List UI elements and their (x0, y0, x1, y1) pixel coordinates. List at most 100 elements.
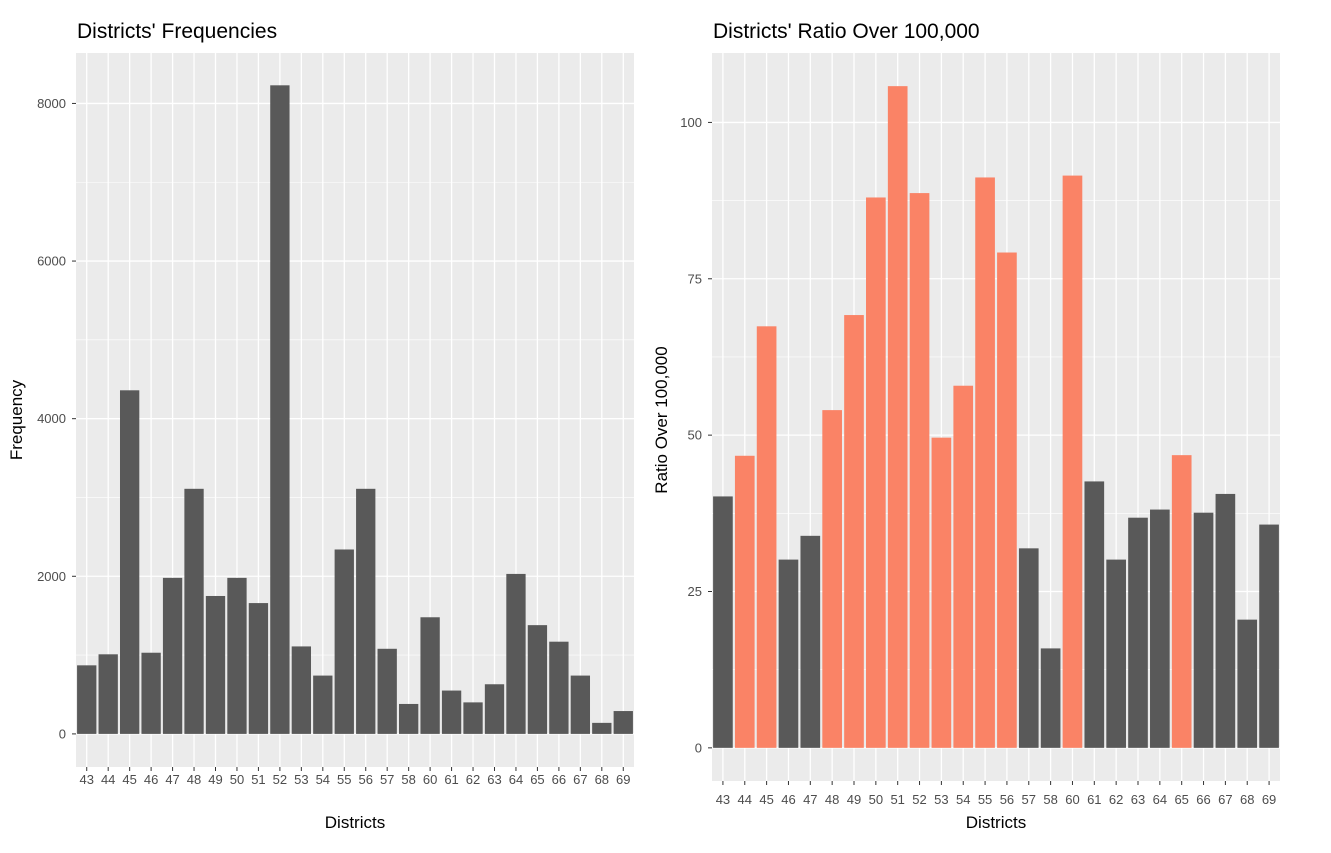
bar-district-64 (1150, 509, 1170, 748)
bar-district-51 (248, 603, 269, 734)
bar-district-64 (506, 573, 526, 734)
x-tick-label: 69 (616, 772, 630, 787)
frequency-x-axis: 43 44 45 46 47 48 49 50 51 52 53 54 55 56 57 58 60 61 62 63… (79, 767, 631, 787)
y-tick-label: 2000 (37, 569, 66, 584)
bar-district-65 (527, 625, 548, 734)
bar-district-44 (734, 455, 755, 748)
x-tick-label: 47 (803, 792, 817, 807)
x-tick-label: 64 (509, 772, 523, 787)
x-tick-label: 66 (1196, 792, 1210, 807)
x-tick-label: 47 (165, 772, 179, 787)
bar-district-58 (398, 703, 419, 734)
bar-district-67 (570, 675, 591, 734)
x-tick-label: 67 (1218, 792, 1232, 807)
bar-district-69 (1259, 524, 1279, 748)
x-tick-label: 56 (358, 772, 372, 787)
bar-district-65 (1171, 455, 1192, 748)
bar-district-62 (463, 702, 483, 734)
bar-district-62 (1106, 559, 1126, 748)
x-tick-label: 44 (738, 792, 752, 807)
bar-district-49 (205, 595, 226, 734)
x-tick-label: 65 (1174, 792, 1188, 807)
bar-district-63 (1128, 517, 1148, 748)
x-tick-label: 52 (912, 792, 926, 807)
x-tick-label: 46 (781, 792, 795, 807)
x-tick-label: 44 (101, 772, 115, 787)
bar-district-57 (1018, 548, 1039, 748)
bar-district-55 (334, 549, 354, 734)
x-tick-label: 60 (423, 772, 437, 787)
bar-district-68 (1237, 619, 1258, 748)
x-tick-label: 52 (273, 772, 287, 787)
x-tick-label: 58 (401, 772, 415, 787)
x-tick-label: 63 (1131, 792, 1145, 807)
bar-district-54 (313, 675, 333, 734)
bar-district-56 (356, 488, 376, 734)
x-tick-label: 65 (530, 772, 544, 787)
y-tick-label: 0 (59, 726, 66, 741)
y-tick-label: 4000 (37, 411, 66, 426)
bar-district-58 (1040, 648, 1061, 748)
x-tick-label: 55 (337, 772, 351, 787)
frequency-y-axis: 0 2000 4000 6000 8000 (37, 96, 76, 741)
y-tick-label: 0 (695, 740, 702, 755)
bar-district-61 (1084, 481, 1105, 748)
x-tick-label: 49 (847, 792, 861, 807)
bar-district-51 (887, 86, 908, 748)
x-tick-label: 69 (1262, 792, 1276, 807)
bar-district-43 (77, 665, 97, 734)
x-tick-label: 58 (1043, 792, 1057, 807)
bar-district-45 (119, 390, 140, 734)
bar-district-53 (291, 646, 312, 734)
bar-district-61 (441, 690, 462, 734)
bar-district-43 (713, 496, 733, 748)
ratio-chart-title: Districts' Ratio Over 100,000 (713, 20, 980, 43)
x-tick-label: 63 (487, 772, 501, 787)
x-tick-label: 68 (595, 772, 609, 787)
x-tick-label: 48 (187, 772, 201, 787)
x-tick-label: 43 (716, 792, 730, 807)
x-tick-label: 45 (122, 772, 136, 787)
x-tick-label: 57 (1022, 792, 1036, 807)
bar-district-54 (953, 385, 974, 748)
ratio-y-axis-title: Ratio Over 100,000 (652, 346, 671, 493)
bar-district-49 (844, 315, 864, 748)
x-tick-label: 43 (79, 772, 93, 787)
bar-district-66 (1193, 512, 1214, 748)
bar-district-57 (377, 648, 397, 734)
x-tick-label: 54 (956, 792, 970, 807)
bar-district-50 (227, 577, 247, 734)
bar-district-46 (141, 652, 161, 734)
bar-district-60 (1062, 175, 1083, 748)
x-tick-label: 62 (1109, 792, 1123, 807)
bar-district-56 (997, 252, 1017, 748)
bar-district-44 (98, 654, 118, 734)
x-tick-label: 51 (251, 772, 265, 787)
x-tick-label: 51 (890, 792, 904, 807)
x-tick-label: 68 (1240, 792, 1254, 807)
x-tick-label: 49 (208, 772, 222, 787)
x-tick-label: 67 (573, 772, 587, 787)
frequency-chart-title: Districts' Frequencies (77, 20, 277, 43)
bar-district-46 (778, 559, 799, 748)
y-tick-label: 100 (680, 115, 702, 130)
y-tick-label: 75 (688, 271, 702, 286)
bar-district-55 (975, 177, 995, 748)
frequency-bars (77, 85, 633, 734)
y-tick-label: 6000 (37, 254, 66, 269)
x-tick-label: 61 (444, 772, 458, 787)
x-tick-label: 53 (294, 772, 308, 787)
x-tick-label: 54 (316, 772, 330, 787)
x-tick-label: 56 (1000, 792, 1014, 807)
x-tick-label: 50 (869, 792, 883, 807)
bar-district-67 (1215, 493, 1236, 748)
x-tick-label: 48 (825, 792, 839, 807)
bar-district-47 (162, 577, 183, 734)
bar-district-48 (184, 488, 204, 734)
bar-district-66 (549, 641, 569, 734)
bar-district-68 (592, 722, 612, 734)
frequency-y-axis-title: Frequency (7, 379, 26, 460)
ratio-x-axis-title: Districts (966, 813, 1026, 832)
x-tick-label: 60 (1065, 792, 1079, 807)
